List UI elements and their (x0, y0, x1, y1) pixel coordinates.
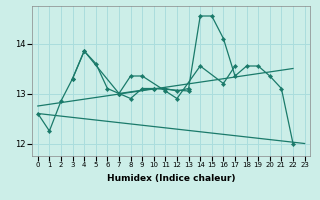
X-axis label: Humidex (Indice chaleur): Humidex (Indice chaleur) (107, 174, 236, 183)
